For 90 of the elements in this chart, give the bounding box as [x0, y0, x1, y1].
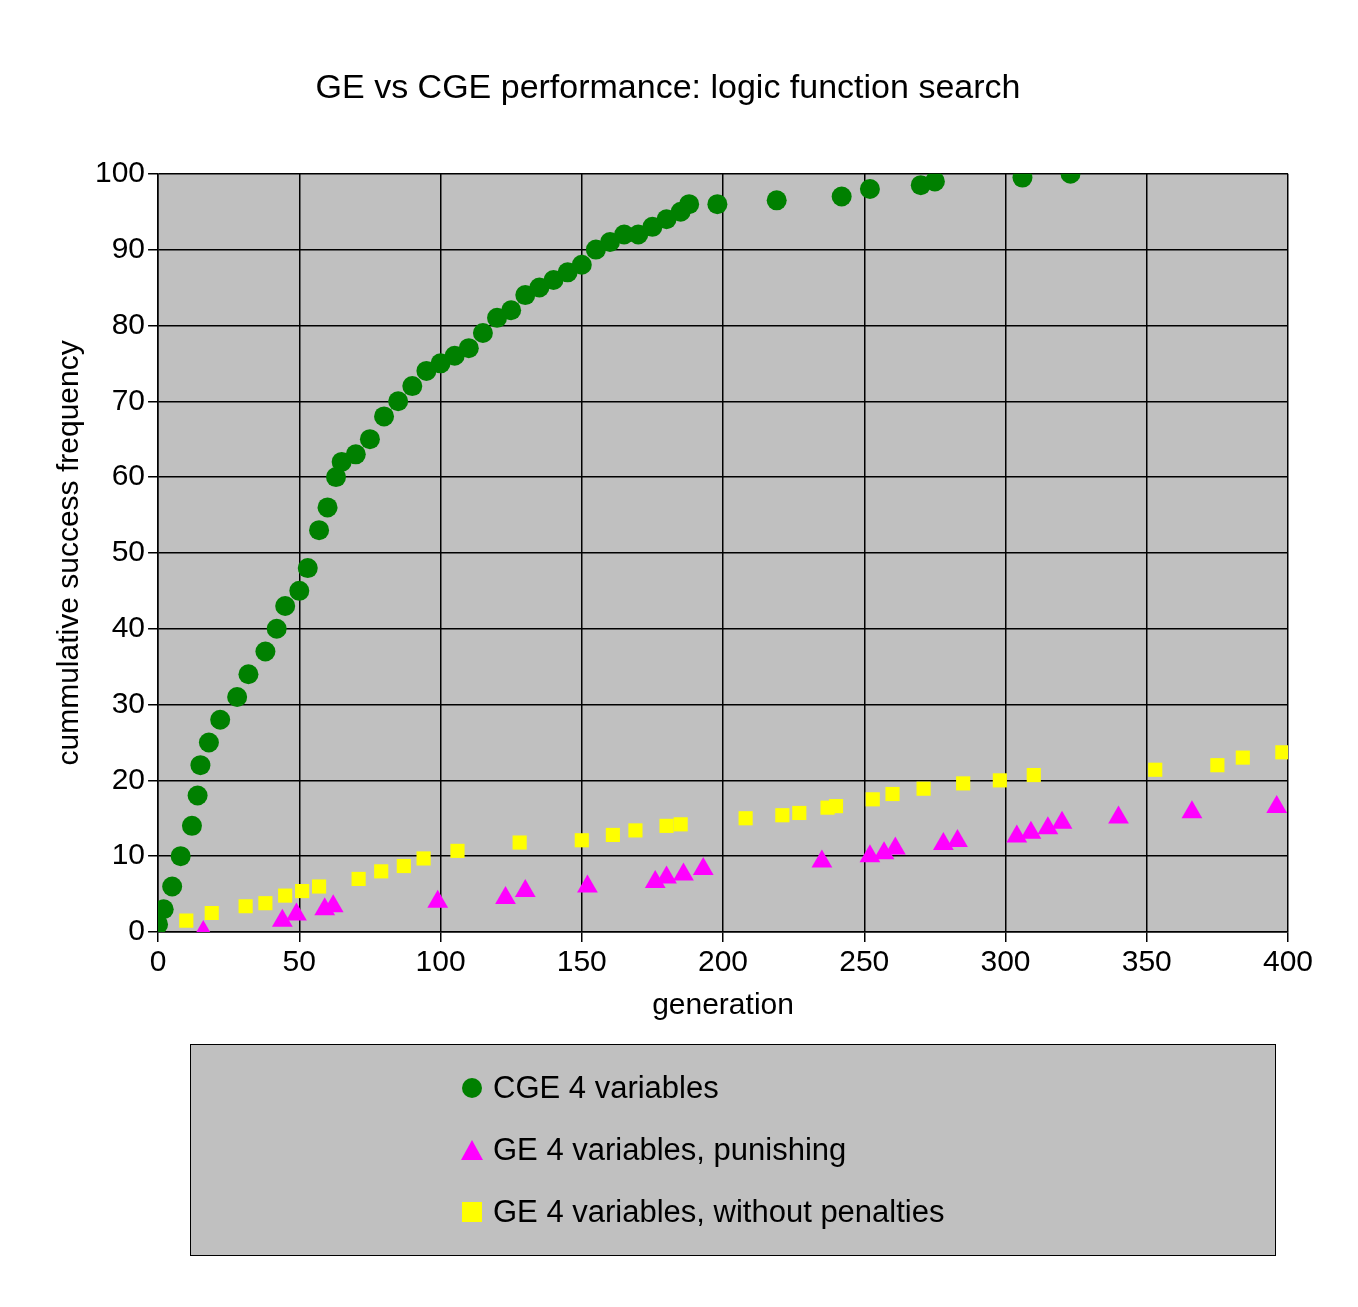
point: [924, 173, 945, 192]
point: [679, 194, 700, 215]
y-tick-label: 10: [111, 837, 146, 871]
point: [326, 467, 347, 488]
legend-label: GE 4 variables, punishing: [493, 1132, 847, 1168]
point: [345, 444, 366, 465]
point: [187, 785, 208, 806]
point: [1210, 758, 1225, 773]
point: [374, 406, 395, 427]
legend-label: GE 4 variables, without penalties: [493, 1194, 945, 1230]
point: [792, 805, 807, 821]
legend-label: CGE 4 variables: [493, 1070, 719, 1106]
x-tick-label: 0: [149, 944, 167, 978]
point: [501, 300, 522, 321]
point: [574, 833, 589, 848]
y-tick-label: 70: [111, 382, 146, 416]
point: [275, 595, 296, 616]
point: [181, 815, 202, 836]
point: [859, 178, 880, 199]
point: [227, 686, 248, 707]
point: [766, 190, 787, 211]
point: [916, 781, 931, 796]
point: [351, 871, 366, 886]
chart-title: GE vs CGE performance: logic function search: [315, 66, 1021, 105]
point: [255, 641, 276, 662]
x-tick-label: 100: [415, 944, 466, 978]
point: [885, 786, 900, 802]
point: [571, 254, 592, 275]
point: [162, 876, 183, 897]
point: [956, 776, 971, 791]
point: [775, 808, 790, 823]
point: [374, 864, 389, 879]
point: [278, 888, 293, 903]
point: [388, 391, 409, 412]
point: [1235, 750, 1250, 765]
point: [1026, 767, 1041, 783]
y-tick-label: 100: [94, 155, 146, 189]
point: [1275, 745, 1288, 760]
x-tick-label: 400: [1262, 944, 1314, 978]
point: [992, 773, 1007, 788]
point: [170, 846, 191, 867]
point: [258, 896, 273, 911]
point: [673, 817, 688, 832]
y-tick-label: 60: [111, 458, 146, 492]
point: [309, 520, 330, 541]
point: [605, 827, 620, 843]
point: [198, 732, 219, 753]
point: [831, 186, 852, 207]
point: [289, 580, 310, 601]
y-tick-label: 50: [111, 534, 146, 568]
point: [1148, 762, 1163, 777]
point: [512, 835, 527, 850]
point: [204, 905, 219, 921]
point: [295, 883, 310, 899]
point: [828, 799, 844, 814]
point: [238, 664, 259, 685]
point: [396, 858, 411, 874]
point: [312, 879, 327, 894]
point: [738, 811, 753, 826]
y-tick-label: 20: [111, 761, 146, 795]
point: [416, 851, 431, 866]
y-axis-title: cummulative success frequency: [51, 340, 85, 766]
point: [238, 899, 253, 914]
x-axis-title: generation: [652, 987, 794, 1021]
y-tick-label: 30: [111, 685, 146, 719]
y-tick-label: 40: [111, 609, 146, 643]
y-tick-label: 90: [111, 230, 146, 264]
x-tick-label: 50: [282, 944, 316, 978]
point: [659, 818, 674, 833]
point: [472, 323, 493, 344]
point: [297, 558, 318, 579]
point: [458, 338, 479, 359]
x-tick-label: 300: [980, 944, 1031, 978]
point: [210, 709, 231, 730]
point: [190, 755, 211, 776]
y-tick-label: 80: [111, 306, 146, 340]
x-tick-label: 200: [698, 944, 749, 978]
point: [179, 913, 194, 928]
point: [317, 497, 338, 518]
point: [865, 792, 880, 807]
x-tick-label: 350: [1121, 944, 1172, 978]
y-tick-label: 0: [128, 913, 146, 947]
x-tick-label: 250: [839, 944, 890, 978]
point: [707, 194, 728, 215]
point: [450, 843, 465, 858]
point: [628, 823, 643, 838]
point: [266, 618, 287, 639]
point: [359, 429, 380, 450]
x-tick-label: 150: [556, 944, 607, 978]
point: [402, 376, 423, 397]
